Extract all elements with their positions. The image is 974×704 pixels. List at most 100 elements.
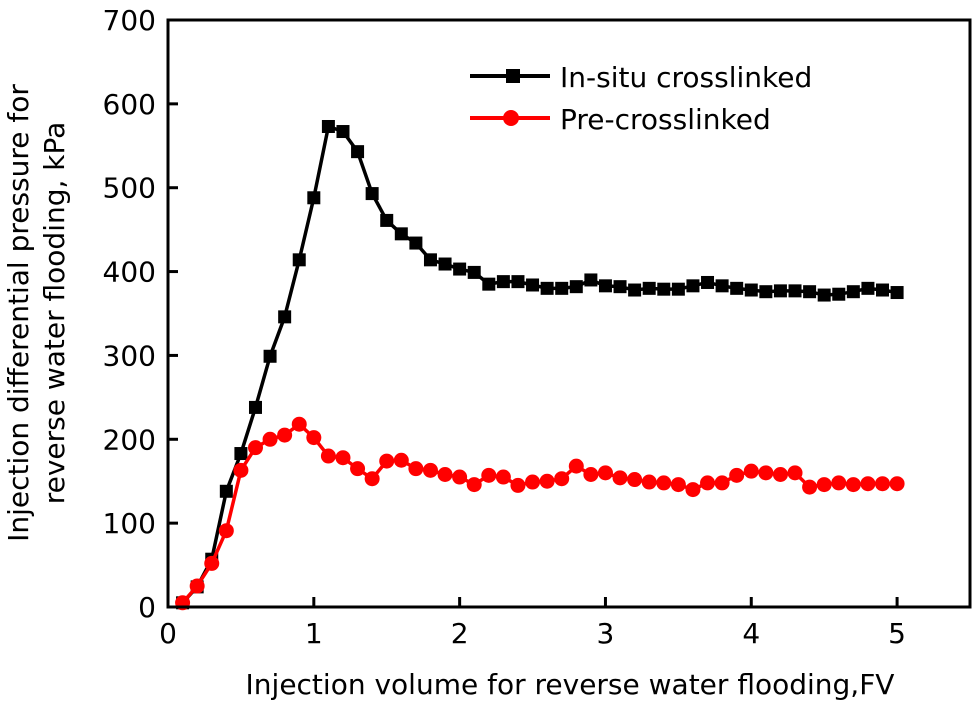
data-point-square bbox=[803, 285, 817, 299]
data-point-square bbox=[569, 280, 583, 294]
y-tick-label: 0 bbox=[138, 591, 156, 624]
data-point-square bbox=[657, 282, 671, 296]
data-point-circle bbox=[247, 440, 263, 456]
series-line-0 bbox=[181, 124, 898, 604]
data-point-circle bbox=[335, 450, 351, 466]
data-point-square bbox=[628, 283, 642, 297]
data-point-circle bbox=[291, 416, 307, 432]
data-point-circle bbox=[393, 452, 409, 468]
data-point-circle bbox=[612, 470, 628, 486]
y-tick-label: 700 bbox=[103, 4, 156, 37]
data-point-circle bbox=[539, 473, 555, 489]
y-axis: 0 100 200 300 400 500 600 700 bbox=[103, 4, 178, 624]
data-point-square bbox=[861, 281, 875, 295]
data-point-square bbox=[788, 284, 802, 298]
data-point-circle bbox=[743, 463, 759, 479]
data-point-circle bbox=[408, 461, 424, 477]
y-axis-label-line-1: Injection differential pressure for bbox=[2, 84, 35, 542]
y-tick-label: 100 bbox=[103, 507, 156, 540]
data-point-circle bbox=[452, 469, 468, 485]
legend-label-pre: Pre-crosslinked bbox=[560, 103, 771, 136]
y-tick-label: 600 bbox=[103, 88, 156, 121]
data-point-circle bbox=[350, 461, 366, 477]
x-axis: 0 1 2 3 4 5 bbox=[159, 597, 906, 650]
data-point-circle bbox=[233, 462, 249, 478]
data-point-circle bbox=[845, 477, 861, 493]
data-point-square bbox=[890, 286, 904, 300]
y-tick-label: 500 bbox=[103, 172, 156, 205]
data-point-circle bbox=[700, 475, 716, 491]
data-point-square bbox=[598, 279, 612, 293]
x-tick-label: 5 bbox=[888, 617, 906, 650]
data-point-circle bbox=[583, 467, 599, 483]
data-point-square bbox=[642, 281, 656, 295]
data-point-square bbox=[438, 257, 452, 271]
data-point-circle bbox=[656, 475, 672, 491]
data-point-circle bbox=[860, 476, 876, 492]
data-point-square bbox=[686, 279, 700, 293]
data-point-square bbox=[730, 281, 744, 295]
data-point-circle bbox=[597, 465, 613, 481]
data-point-square bbox=[482, 277, 496, 291]
data-point-square bbox=[234, 447, 248, 461]
legend: In-situ crosslinked Pre-crosslinked bbox=[470, 61, 812, 136]
data-point-circle bbox=[277, 427, 293, 443]
series-line-1 bbox=[181, 422, 898, 604]
x-tick-label: 1 bbox=[305, 617, 323, 650]
legend-marker-square bbox=[506, 69, 520, 83]
data-point-circle bbox=[802, 479, 818, 495]
data-point-square bbox=[423, 253, 437, 267]
data-point-square bbox=[584, 273, 598, 287]
data-point-circle bbox=[670, 477, 686, 493]
data-point-circle bbox=[364, 471, 380, 487]
data-point-square bbox=[263, 349, 277, 363]
data-point-circle bbox=[422, 462, 438, 478]
data-point-square bbox=[321, 119, 335, 133]
legend-label-in-situ: In-situ crosslinked bbox=[560, 61, 812, 94]
data-point-circle bbox=[218, 523, 234, 539]
data-point-circle bbox=[204, 555, 220, 571]
data-point-circle bbox=[889, 476, 905, 492]
data-point-square bbox=[526, 278, 540, 292]
y-tick-label: 200 bbox=[103, 423, 156, 456]
data-point-circle bbox=[481, 467, 497, 483]
x-tick-label: 0 bbox=[159, 617, 177, 650]
data-point-square bbox=[759, 285, 773, 299]
data-point-square bbox=[846, 285, 860, 299]
data-point-circle bbox=[714, 475, 730, 491]
data-point-square bbox=[278, 310, 292, 324]
data-point-square bbox=[336, 125, 350, 139]
data-point-circle bbox=[510, 477, 526, 493]
x-tick-label: 4 bbox=[742, 617, 760, 650]
data-point-circle bbox=[831, 475, 847, 491]
data-point-square bbox=[351, 145, 365, 159]
data-point-circle bbox=[641, 474, 657, 490]
data-point-square bbox=[701, 275, 715, 289]
data-point-circle bbox=[787, 465, 803, 481]
y-axis-label-line-2: reverse water flooding, kPa bbox=[38, 122, 71, 505]
y-tick-label: 300 bbox=[103, 339, 156, 372]
data-point-square bbox=[671, 282, 685, 296]
plot-frame bbox=[166, 18, 972, 609]
data-point-circle bbox=[379, 453, 395, 469]
data-point-square bbox=[467, 265, 481, 279]
data-point-square bbox=[365, 187, 379, 201]
data-point-square bbox=[715, 279, 729, 293]
data-point-circle bbox=[758, 465, 774, 481]
data-point-square bbox=[248, 400, 262, 414]
data-point-square bbox=[307, 191, 321, 205]
data-point-circle bbox=[189, 578, 205, 594]
x-tick-label: 2 bbox=[451, 617, 469, 650]
data-point-square bbox=[409, 236, 423, 250]
legend-marker-circle bbox=[503, 110, 519, 126]
data-point-square bbox=[555, 281, 569, 295]
x-axis-label: Injection volume for reverse water flood… bbox=[246, 668, 895, 701]
data-point-square bbox=[511, 275, 525, 289]
data-point-circle bbox=[685, 482, 701, 498]
y-tick-label: 400 bbox=[103, 256, 156, 289]
data-point-square bbox=[613, 280, 627, 294]
data-point-square bbox=[380, 213, 394, 227]
data-point-circle bbox=[262, 431, 278, 447]
data-point-circle bbox=[320, 448, 336, 464]
